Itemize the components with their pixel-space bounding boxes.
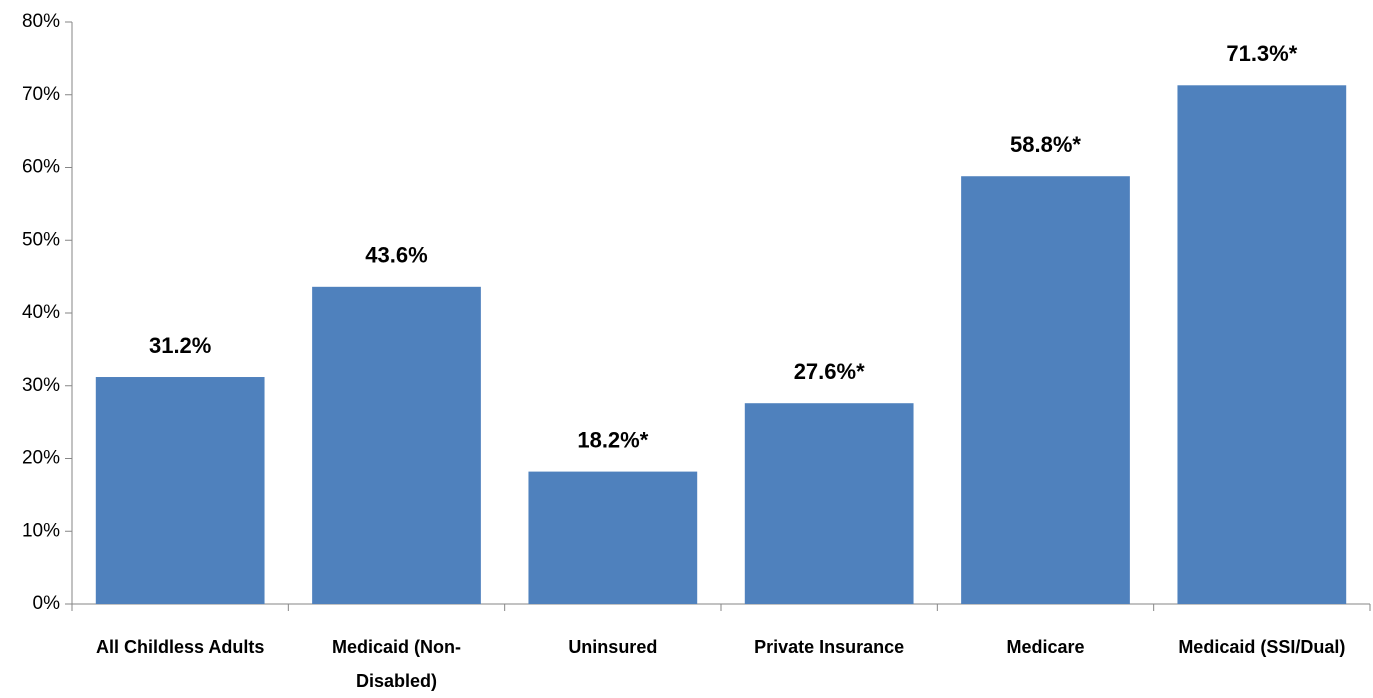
y-tick-label: 80% <box>22 11 60 32</box>
x-tick-label: Medicaid (SSI/Dual) <box>1178 637 1346 657</box>
data-label: 71.3%* <box>1226 41 1297 66</box>
data-label: 58.8%* <box>1010 132 1081 157</box>
bar <box>312 286 481 604</box>
y-tick-label: 70% <box>22 84 60 105</box>
x-tick-label: Uninsured <box>568 637 658 657</box>
data-label: 31.2% <box>149 333 211 358</box>
data-label: 18.2%* <box>577 427 648 452</box>
data-label: 43.6% <box>365 243 427 268</box>
y-tick-label: 60% <box>22 157 60 178</box>
bar <box>95 377 265 604</box>
x-tick-label: Medicare <box>1006 637 1085 657</box>
x-tick-label: Medicaid (Non-Disabled) <box>332 637 461 691</box>
data-label: 27.6%* <box>794 359 865 384</box>
bar <box>1177 85 1347 605</box>
y-tick-label: 20% <box>22 448 60 469</box>
y-tick-label: 30% <box>22 375 60 396</box>
x-tick-label: Private Insurance <box>754 637 905 657</box>
x-tick-label: All Childless Adults <box>95 637 265 657</box>
bar <box>744 403 914 604</box>
y-tick-label: 50% <box>22 229 60 250</box>
bar <box>528 471 698 604</box>
bar <box>961 176 1130 605</box>
y-tick-label: 10% <box>22 520 60 541</box>
y-tick-label: 40% <box>22 302 60 323</box>
y-tick-label: 0% <box>33 593 61 614</box>
